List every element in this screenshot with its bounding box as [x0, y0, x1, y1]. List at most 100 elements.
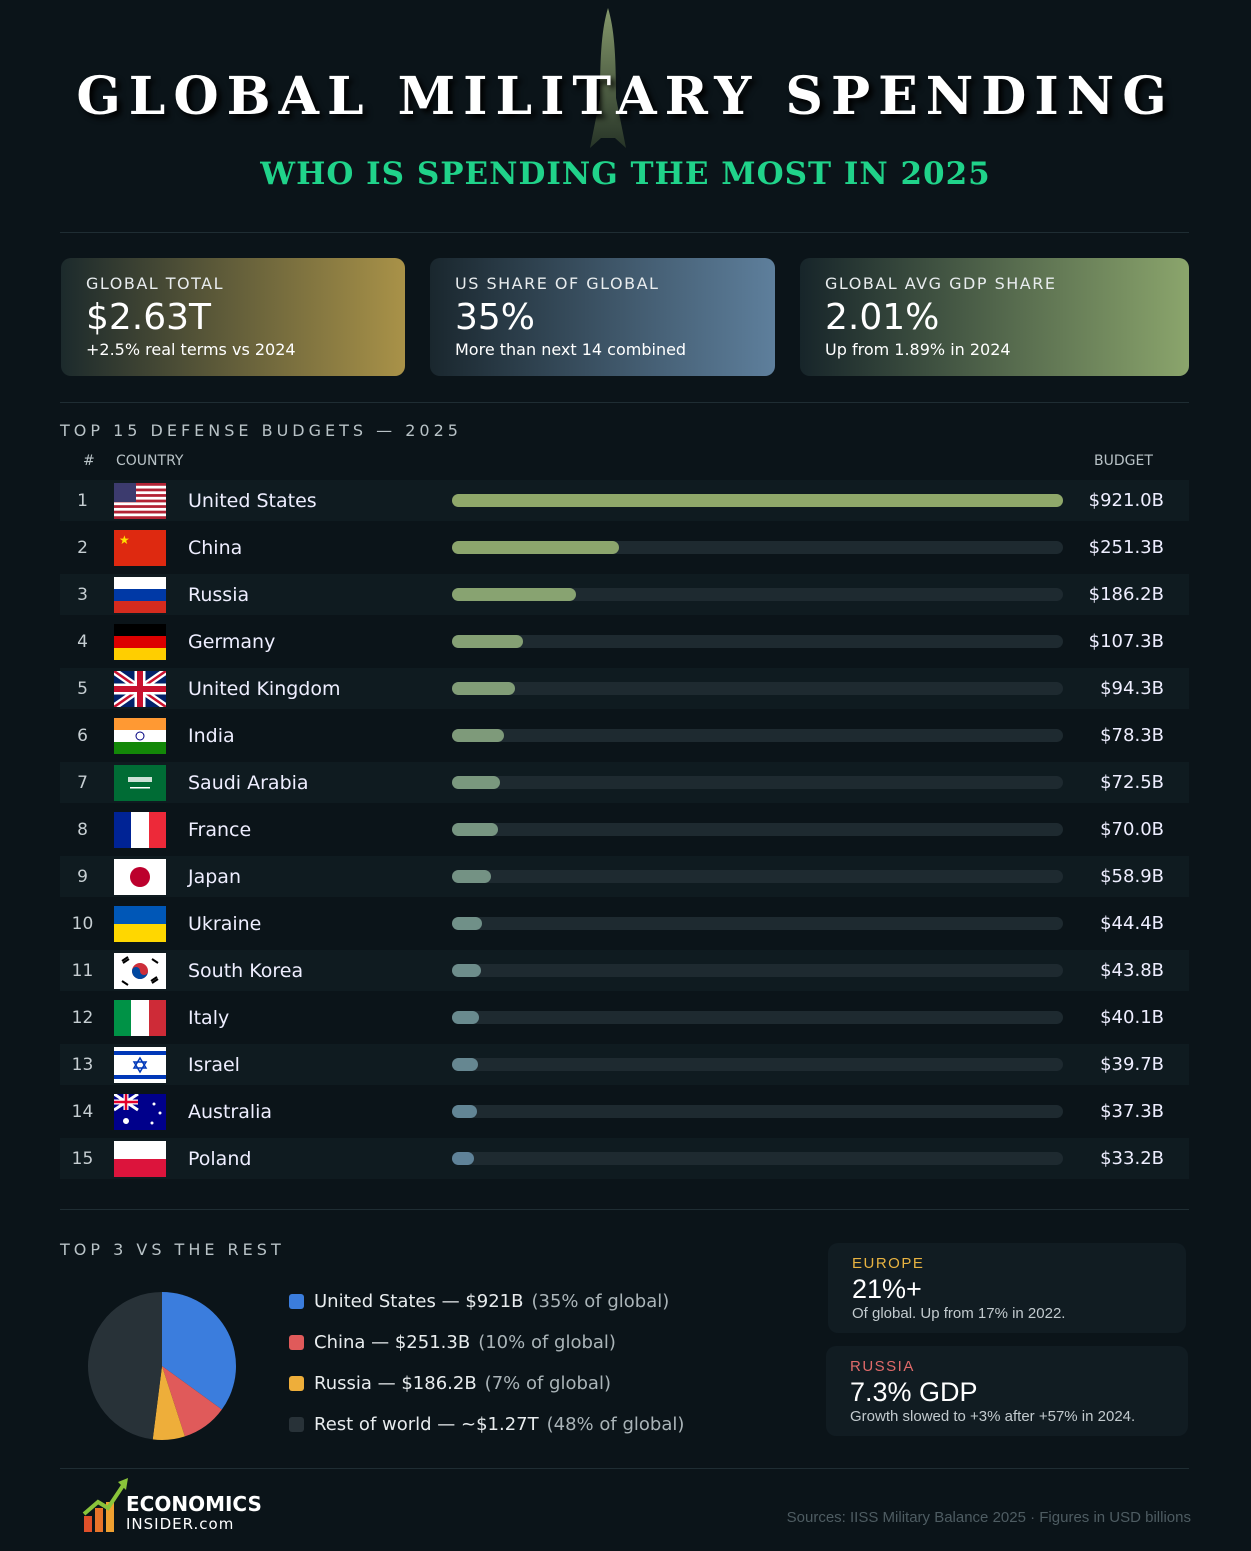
country-name: Saudi Arabia [188, 771, 309, 794]
bar-track [452, 917, 1063, 930]
budget-value: $107.3B [1088, 631, 1164, 652]
flag-us-icon [114, 482, 166, 519]
column-header-country: COUNTRY [116, 453, 184, 469]
callout-europe: EUROPE 21%+ Of global. Up from 17% in 20… [828, 1243, 1186, 1333]
table-row: 14 Australia $37.3B [60, 1091, 1189, 1132]
bar-track [452, 870, 1063, 883]
card-label: US SHARE OF GLOBAL [455, 274, 660, 293]
country-name: Japan [188, 865, 241, 888]
budget-value: $58.9B [1100, 866, 1164, 887]
table-row: 4 Germany $107.3B [60, 621, 1189, 662]
flag-ua-icon [114, 905, 166, 942]
country-name: South Korea [188, 959, 304, 982]
legend-pct: (35% of global) [531, 1291, 670, 1312]
table-row: 10 Ukraine $44.4B [60, 903, 1189, 944]
table-row: 3 Russia $186.2B [60, 574, 1189, 615]
callout-title: EUROPE [852, 1255, 925, 1272]
bar-track [452, 823, 1063, 836]
table-row: 6 India $78.3B [60, 715, 1189, 756]
flag-kr-icon [114, 952, 166, 989]
svg-text:★: ★ [119, 533, 130, 547]
flag-ru-icon [114, 576, 166, 613]
bar-track [452, 964, 1063, 977]
column-header-rank: # [83, 453, 95, 469]
divider [60, 232, 1189, 233]
page-subtitle: WHO IS SPENDING THE MOST IN 2025 [260, 156, 991, 192]
legend-item: Rest of world — ~$1.27T (48% of global) [289, 1414, 684, 1435]
rank: 4 [77, 631, 88, 652]
callout-sub: Growth slowed to +3% after +57% in 2024. [850, 1408, 1136, 1425]
bar-track [452, 1058, 1063, 1071]
bar-sa [452, 776, 501, 789]
rank: 7 [77, 772, 88, 793]
bar-track [452, 588, 1063, 601]
country-name: Poland [188, 1147, 252, 1170]
bar-track [452, 776, 1063, 789]
source-note: Sources: IISS Military Balance 2025 · Fi… [786, 1509, 1191, 1526]
bar-de [452, 635, 524, 648]
bar-in [452, 729, 504, 742]
flag-sa-icon [114, 764, 166, 801]
budget-value: $94.3B [1100, 678, 1164, 699]
rank: 9 [77, 866, 88, 887]
card-label: GLOBAL TOTAL [86, 274, 225, 293]
flag-il-icon [114, 1046, 166, 1083]
budget-value: $37.3B [1100, 1101, 1164, 1122]
country-name: France [188, 818, 252, 841]
stat-card-global-total: GLOBAL TOTAL $2.63T +2.5% real terms vs … [61, 258, 405, 376]
country-name: Australia [188, 1100, 273, 1123]
bar-chart-title: TOP 15 DEFENSE BUDGETS — 2025 [60, 421, 462, 440]
country-name: China [188, 536, 243, 559]
rank: 6 [77, 725, 88, 746]
budget-value: $72.5B [1100, 772, 1164, 793]
bar-pl [452, 1152, 474, 1165]
budget-value: $40.1B [1100, 1007, 1164, 1028]
table-row: 8 France $70.0B [60, 809, 1189, 850]
bar-ru [452, 588, 576, 601]
bar-it [452, 1011, 479, 1024]
legend-swatch [289, 1335, 304, 1350]
table-row: 5 United Kingdom $94.3B [60, 668, 1189, 709]
card-value: $2.63T [86, 297, 212, 338]
budget-value: $186.2B [1088, 584, 1164, 605]
country-name: India [188, 724, 235, 747]
divider [60, 1468, 1189, 1469]
bar-track [452, 729, 1063, 742]
rank: 5 [77, 678, 88, 699]
legend-label: China — $251.3B [314, 1332, 471, 1353]
budget-value: $33.2B [1100, 1148, 1164, 1169]
card-label: GLOBAL AVG GDP SHARE [825, 274, 1057, 293]
country-name: United Kingdom [188, 677, 341, 700]
divider [60, 1209, 1189, 1210]
budget-value: $78.3B [1100, 725, 1164, 746]
legend-swatch [289, 1417, 304, 1432]
pie-chart-title: TOP 3 VS THE REST [60, 1240, 285, 1259]
country-name: Russia [188, 583, 250, 606]
card-sub: More than next 14 combined [455, 340, 687, 359]
divider [60, 402, 1189, 403]
country-name: Ukraine [188, 912, 262, 935]
page-title: GLOBAL MILITARY SPENDING [76, 66, 1175, 127]
table-row: 2 ★ China $251.3B [60, 527, 1189, 568]
country-name: Germany [188, 630, 276, 653]
bar-track [452, 1011, 1063, 1024]
rank: 14 [71, 1101, 94, 1122]
bar-jp [452, 870, 492, 883]
budget-value: $251.3B [1088, 537, 1164, 558]
table-row: 11 South Korea $43.8B [60, 950, 1189, 991]
rank: 1 [77, 490, 88, 511]
callout-russia: RUSSIA 7.3% GDP Growth slowed to +3% aft… [826, 1346, 1188, 1436]
bar-track [452, 635, 1063, 648]
flag-de-icon [114, 623, 166, 660]
bar-ua [452, 917, 482, 930]
table-row: 9 Japan $58.9B [60, 856, 1189, 897]
pie-slice-1 [162, 1366, 222, 1437]
legend-label: Rest of world — ~$1.27T [314, 1414, 539, 1435]
table-row: 15 Poland $33.2B [60, 1138, 1189, 1179]
legend-pct: (48% of global) [546, 1414, 685, 1435]
legend-pct: (7% of global) [484, 1373, 611, 1394]
callout-title: RUSSIA [850, 1358, 915, 1375]
legend-swatch [289, 1376, 304, 1391]
callout-value: 7.3% GDP [850, 1377, 978, 1407]
bar-track [452, 682, 1063, 695]
